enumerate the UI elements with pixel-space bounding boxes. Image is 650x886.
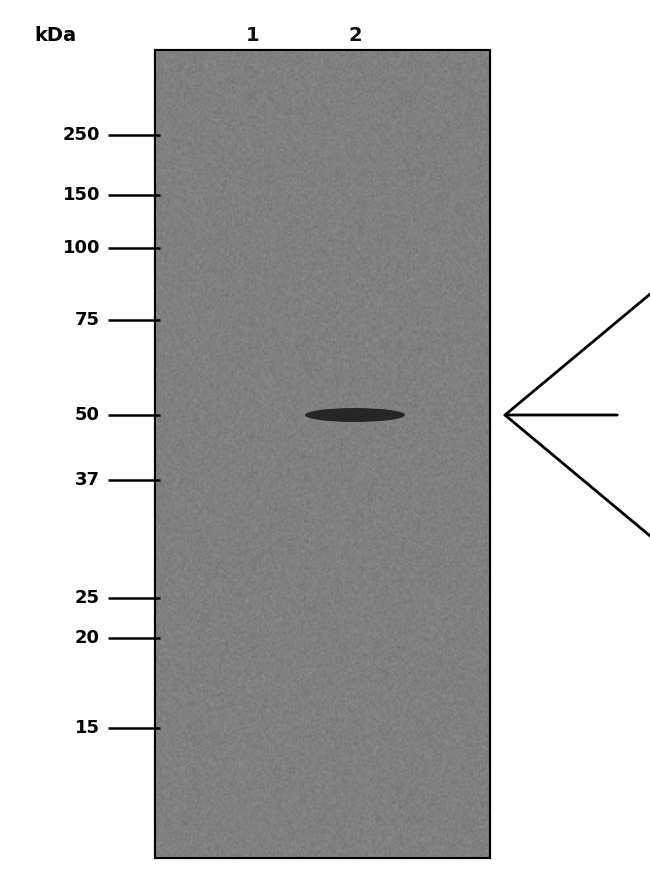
Text: 20: 20 [75, 629, 100, 647]
Text: 100: 100 [62, 239, 100, 257]
Text: 150: 150 [62, 186, 100, 204]
Text: 250: 250 [62, 126, 100, 144]
Text: 15: 15 [75, 719, 100, 737]
Text: 25: 25 [75, 589, 100, 607]
Bar [155, 50, 490, 858]
Text: 75: 75 [75, 311, 100, 329]
Text: 50: 50 [75, 406, 100, 424]
Text: 37: 37 [75, 471, 100, 489]
Ellipse shape [305, 408, 405, 422]
Text: 2: 2 [348, 26, 362, 44]
Text: 1: 1 [246, 26, 260, 44]
Bar [155, 50, 490, 858]
Text: kDa: kDa [34, 26, 76, 44]
